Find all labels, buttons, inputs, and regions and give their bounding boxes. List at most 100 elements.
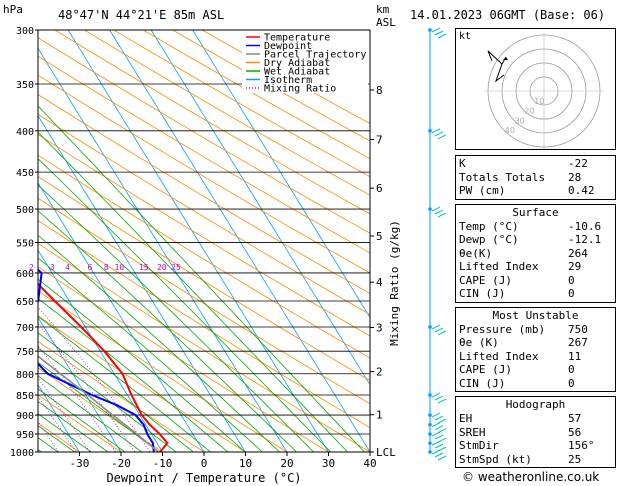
basic-indices-box: K -22 Totals Totals 28 PW (cm) 0.42 xyxy=(455,155,616,200)
km-tick-label: 7 xyxy=(376,133,383,146)
wind-barb xyxy=(428,324,447,336)
plot-area xyxy=(0,0,370,469)
unstable-row: Lifted Index 11 xyxy=(459,349,582,363)
pressure-tick-label: 750 xyxy=(16,347,34,358)
station-location: 48°47'N 44°21'E 85m ASL xyxy=(58,8,225,22)
dry-adiabat-line xyxy=(38,37,370,234)
datetime-label: 14.01.2023 06GMT (Base: 06) xyxy=(410,8,606,22)
mixing-ratio-value-label: 4 xyxy=(65,263,70,272)
legend-entry: Parcel Trajectory xyxy=(264,50,366,61)
wet-adiabat-line xyxy=(38,315,212,452)
km-tick-label: 2 xyxy=(376,366,383,379)
isotherm-line xyxy=(0,0,7,469)
mixing-ratio-line xyxy=(38,377,91,452)
mixing-ratio-value-label: 25 xyxy=(171,263,181,272)
temperature-tick-label: 0 xyxy=(201,457,208,470)
parcel-trajectory-line xyxy=(38,355,159,452)
km-unit-label: km xyxy=(376,3,390,16)
dry-adiabat-line xyxy=(201,30,370,124)
legend-entry: Dewpoint xyxy=(264,41,312,52)
pressure-tick-label: 1000 xyxy=(10,448,34,459)
asl-unit-label: ASL xyxy=(376,16,396,29)
mixing-ratio-value-label: 2 xyxy=(29,263,34,272)
km-tick-label: 6 xyxy=(376,182,383,195)
surface-title: Surface xyxy=(512,205,559,219)
indices-table: K -22 Totals Totals 28 PW (cm) 0.42 Surface… xyxy=(455,155,616,472)
dry-adiabat-line xyxy=(142,30,370,160)
most-unstable-title: Most Unstable xyxy=(492,308,579,322)
legend-entry: Mixing Ratio xyxy=(264,84,336,95)
dry-adiabat-line xyxy=(54,30,370,215)
pressure-tick-label: 650 xyxy=(16,297,34,308)
surface-row: CAPE (J) 0 xyxy=(459,273,575,287)
legend-entry: Isotherm xyxy=(264,75,312,86)
index-row-k: K -22 xyxy=(459,157,588,170)
wind-barb xyxy=(428,206,447,218)
mixing-ratio-value-label: 10 xyxy=(115,263,125,272)
pressure-tick-label: 800 xyxy=(16,370,34,381)
hodograph-indices-box: Hodograph EH 57 SREH 56 StmDir 156° StmSpd … xyxy=(455,396,616,468)
legend-background xyxy=(242,31,368,93)
temperature-tick-label: 20 xyxy=(280,457,293,470)
hodograph-title: Hodograph xyxy=(505,398,566,411)
mixing-ratio-value-label: 3 xyxy=(50,263,55,272)
storm-motion-arrowhead xyxy=(503,57,508,60)
hodograph-row: SREH 56 xyxy=(459,425,582,439)
mixing-ratio-value-label: 15 xyxy=(139,263,149,272)
legend-entry: Temperature xyxy=(264,33,330,44)
km-tick-label: 5 xyxy=(376,230,383,243)
wet-adiabat-line xyxy=(38,257,263,452)
pressure-tick-label: 550 xyxy=(16,238,34,249)
dry-adiabat-line xyxy=(38,55,370,254)
wet-adiabat-line xyxy=(38,332,194,452)
wet-adiabat-line xyxy=(38,361,160,452)
most-unstable-box: Most Unstable Pressure (mb) 750 θe (K) 267… xyxy=(455,306,616,392)
temperature-tick-label: 30 xyxy=(322,457,335,470)
temperature-tick-label: -10 xyxy=(153,457,173,470)
dry-adiabat-line xyxy=(38,340,205,452)
hodograph-row: StmSpd (kt) 25 xyxy=(459,452,582,466)
temperature-tick-label: 40 xyxy=(363,457,376,470)
hodograph-row: EH 57 xyxy=(459,412,582,425)
mixing-ratio-value-label: 6 xyxy=(87,263,92,272)
dry-adiabat-line xyxy=(38,74,370,274)
dry-adiabat-line xyxy=(38,394,122,452)
pressure-tick-label: 600 xyxy=(16,269,34,280)
unstable-row: Pressure (mb) 750 xyxy=(459,322,588,336)
dry-adiabat-line xyxy=(171,30,370,142)
wind-barb xyxy=(428,449,447,461)
wind-barb xyxy=(428,27,447,39)
copyright-text: © weatheronline.co.uk xyxy=(462,470,600,484)
temperature-tick-label: 10 xyxy=(239,457,252,470)
pressure-tick-label: 300 xyxy=(16,26,34,37)
hodograph-ring-label: 40 xyxy=(505,126,515,135)
x-axis-label: Dewpoint / Temperature (°C) xyxy=(106,471,301,485)
unstable-row: CAPE (J) 0 xyxy=(459,363,575,376)
dry-adiabat-line xyxy=(113,30,370,178)
pressure-tick-label: 900 xyxy=(16,411,34,422)
pressure-tick-label: 350 xyxy=(16,80,34,91)
wind-barb xyxy=(428,440,447,452)
surface-row: Lifted Index 29 xyxy=(459,260,582,273)
dry-adiabat-line xyxy=(38,94,370,295)
wet-adiabat-line xyxy=(38,400,109,452)
km-tick-label: 8 xyxy=(376,84,383,97)
surface-box: Surface Temp (°C) -10.6 Dewp (°C) -12.1 θe… xyxy=(455,203,616,303)
mixing-ratio-line xyxy=(38,420,59,452)
dry-adiabat-line xyxy=(38,367,164,452)
index-row-pw: PW (cm) 0.42 xyxy=(459,184,595,197)
mixing-ratio-axis-label: Mixing Ratio (g/kg) xyxy=(388,220,401,346)
temperature-line xyxy=(38,282,169,452)
hodograph-ring-label: 20 xyxy=(524,107,534,116)
dry-adiabat-line xyxy=(38,220,370,429)
dry-adiabat-line xyxy=(83,30,370,196)
km-tick-label: 3 xyxy=(376,321,383,334)
pressure-tick-label: 400 xyxy=(16,127,34,138)
wind-barb xyxy=(428,431,447,443)
mixing-ratio-value-label: 8 xyxy=(104,263,109,272)
dewpoint-line xyxy=(38,268,155,452)
temperature-tick-label: -20 xyxy=(111,457,131,470)
surface-row: CIN (J) 0 xyxy=(459,287,575,300)
